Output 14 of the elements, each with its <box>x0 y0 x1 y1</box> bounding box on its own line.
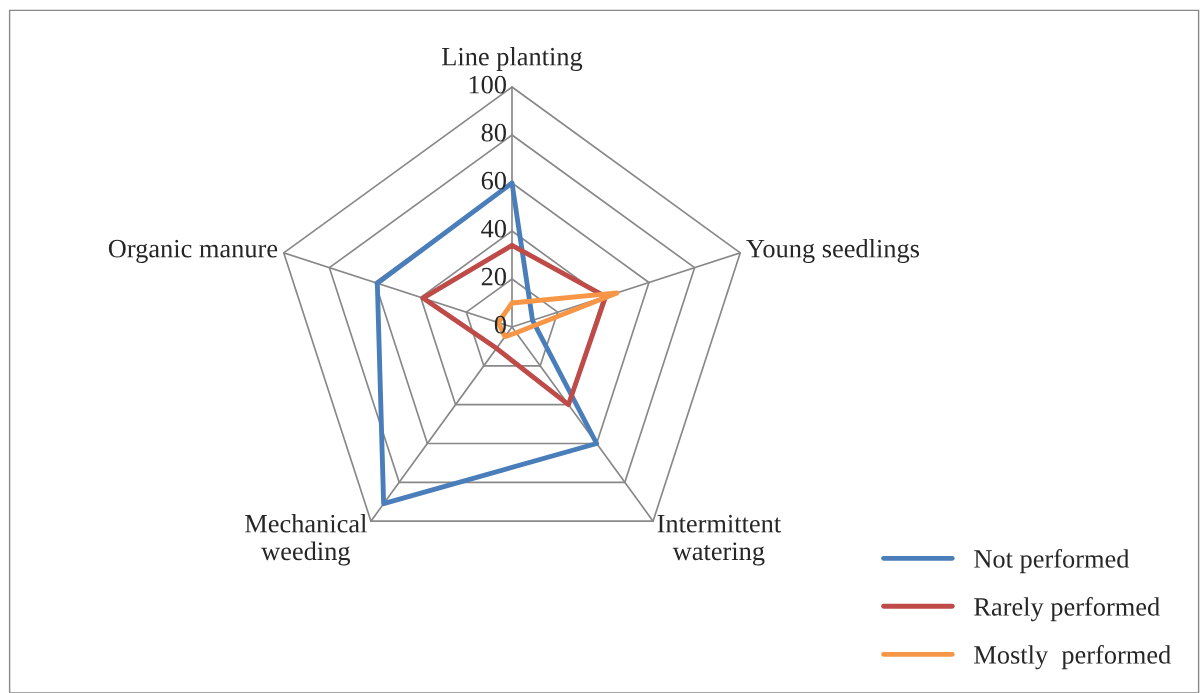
spoke-label: Intermittent watering <box>657 514 782 566</box>
spoke-label: Line planting <box>442 46 583 71</box>
legend-label: Mostly performed <box>974 644 1171 670</box>
y-tick-label: 60 <box>481 171 506 190</box>
y-tick-label: 40 <box>481 219 506 238</box>
y-tick-label: 20 <box>481 267 506 286</box>
legend-label: Rarely performed <box>974 596 1160 622</box>
y-tick-label: 0 <box>494 315 506 334</box>
spoke-label: Mechanical weeding <box>245 514 367 566</box>
y-tick-label: 80 <box>481 123 506 142</box>
spoke-label: Organic manure <box>108 239 278 263</box>
legend-label: Not performed <box>974 549 1130 574</box>
spoke-label: Young seedlings <box>746 238 920 263</box>
y-tick-label: 100 <box>469 75 506 94</box>
